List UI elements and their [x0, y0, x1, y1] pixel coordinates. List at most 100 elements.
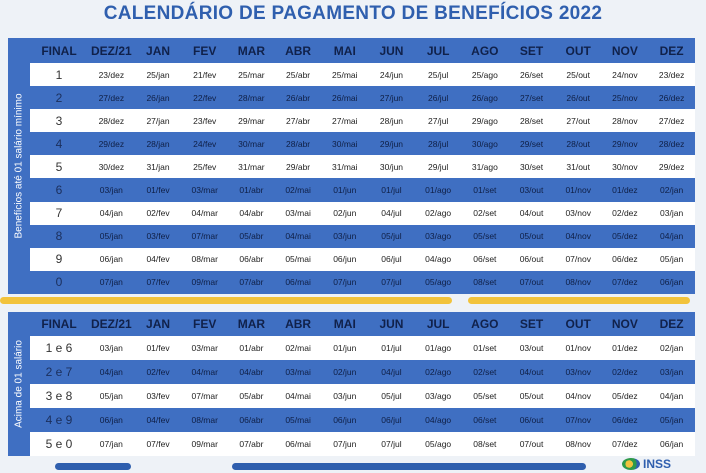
- table-row: 9 06/jan 04/fev 08/mar 06/abr 05/mai 06/jun 06/…: [30, 247, 695, 271]
- final-digit-cell: 2 e 7: [30, 360, 88, 384]
- payment-date-cell: 07/jul: [368, 432, 415, 456]
- payment-date-cell: 04/jan: [648, 224, 695, 248]
- payment-date-cell: 27/out: [554, 109, 602, 133]
- section-minimum-wage: Benefícios até 01 salário mínimo FINAL DE…: [8, 38, 695, 294]
- payment-date-cell: 03/nov: [554, 360, 602, 384]
- payment-date-cell: 06/jul: [368, 408, 415, 432]
- payment-date-cell: 04/abr: [228, 360, 275, 384]
- payment-date-cell: 03/jun: [321, 384, 369, 408]
- header-month: DEZ: [648, 38, 695, 63]
- payment-date-cell: 29/nov: [601, 132, 649, 156]
- payment-date-cell: 08/mar: [181, 247, 229, 271]
- header-month: JAN: [134, 38, 182, 63]
- payment-date-cell: 27/dez: [648, 109, 695, 133]
- table-row: 3 28/dez 27/jan 23/fev 29/mar 27/abr 27/mai 28/…: [30, 109, 695, 133]
- payment-date-cell: 06/mai: [274, 432, 322, 456]
- payment-date-cell: 02/jun: [321, 360, 369, 384]
- payment-date-cell: 04/out: [508, 360, 555, 384]
- table-row: 6 03/jan 01/fev 03/mar 01/abr 02/mai 01/jun 01/…: [30, 178, 695, 202]
- payment-date-cell: 03/mar: [181, 336, 229, 360]
- payment-date-cell: 29/jul: [414, 155, 462, 179]
- payment-date-cell: 09/mar: [181, 270, 229, 294]
- payment-date-cell: 02/dez: [601, 201, 649, 225]
- payment-date-cell: 27/mai: [321, 109, 369, 133]
- payment-date-cell: 31/ago: [461, 155, 509, 179]
- header-month: JUN: [368, 312, 415, 336]
- side-label-bar: Acima de 01 salário: [8, 312, 30, 456]
- payment-date-cell: 08/nov: [554, 270, 602, 294]
- payment-date-cell: 28/abr: [274, 132, 322, 156]
- header-month: DEZ/21: [88, 312, 135, 336]
- payment-date-cell: 01/jun: [321, 178, 369, 202]
- payment-date-cell: 02/ago: [414, 360, 462, 384]
- payment-date-cell: 07/dez: [601, 432, 649, 456]
- payment-date-cell: 08/mar: [181, 408, 229, 432]
- table-row: 5 30/dez 31/jan 25/fev 31/mar 29/abr 31/mai 30/…: [30, 155, 695, 179]
- payment-date-cell: 04/fev: [134, 408, 182, 432]
- payment-date-cell: 03/mai: [274, 201, 322, 225]
- payment-date-cell: 04/mar: [181, 360, 229, 384]
- payment-date-cell: 05/jan: [88, 384, 135, 408]
- payment-date-cell: 25/ago: [461, 63, 509, 87]
- payment-date-cell: 07/nov: [554, 408, 602, 432]
- table-row: 0 07/jan 07/fev 09/mar 07/abr 06/mai 07/jun 07/…: [30, 270, 695, 294]
- payment-date-cell: 05/out: [508, 224, 555, 248]
- payment-date-cell: 03/out: [508, 336, 555, 360]
- payment-date-cell: 24/nov: [601, 63, 649, 87]
- final-digit-cell: 4: [30, 132, 88, 156]
- payment-date-cell: 07/jul: [368, 270, 415, 294]
- payment-date-cell: 04/jul: [368, 360, 415, 384]
- payment-date-cell: 05/jan: [88, 224, 135, 248]
- payment-date-cell: 04/nov: [554, 384, 602, 408]
- payment-date-cell: 01/ago: [414, 336, 462, 360]
- final-digit-cell: 9: [30, 247, 88, 271]
- header-month: NOV: [601, 312, 649, 336]
- payment-date-cell: 03/out: [508, 178, 555, 202]
- payment-date-cell: 06/dez: [601, 408, 649, 432]
- payment-date-cell: 27/jul: [414, 109, 462, 133]
- payment-date-cell: 04/mai: [274, 224, 322, 248]
- payment-date-cell: 30/jun: [368, 155, 415, 179]
- side-label: Acima de 01 salário: [13, 340, 25, 428]
- payment-date-cell: 04/abr: [228, 201, 275, 225]
- payment-date-cell: 06/abr: [228, 408, 275, 432]
- payment-date-cell: 02/fev: [134, 201, 182, 225]
- payment-date-cell: 22/fev: [181, 86, 229, 110]
- payment-date-cell: 29/dez: [88, 132, 135, 156]
- payment-date-cell: 25/nov: [601, 86, 649, 110]
- payment-date-cell: 05/dez: [601, 384, 649, 408]
- payment-date-cell: 29/jun: [368, 132, 415, 156]
- payment-date-cell: 27/set: [508, 86, 555, 110]
- payment-date-cell: 30/mai: [321, 132, 369, 156]
- header-month: AGO: [461, 312, 509, 336]
- header-month: SET: [508, 312, 555, 336]
- payment-date-cell: 26/jul: [414, 86, 462, 110]
- payment-date-cell: 03/jan: [648, 360, 695, 384]
- inss-logo-icon: [622, 458, 640, 470]
- payment-date-cell: 25/jan: [134, 63, 182, 87]
- payment-date-cell: 25/out: [554, 63, 602, 87]
- logo-text: INSS: [643, 457, 672, 471]
- header-month: FEV: [181, 38, 229, 63]
- payment-date-cell: 31/jan: [134, 155, 182, 179]
- final-digit-cell: 5 e 0: [30, 432, 88, 456]
- payment-date-cell: 03/jan: [88, 178, 135, 202]
- header-final: FINAL: [30, 38, 88, 63]
- payment-date-cell: 26/jan: [134, 86, 182, 110]
- payment-date-cell: 04/mai: [274, 384, 322, 408]
- payment-date-cell: 05/ago: [414, 270, 462, 294]
- payment-date-cell: 04/mar: [181, 201, 229, 225]
- table-row: 4 29/dez 28/jan 24/fev 30/mar 28/abr 30/mai 29/…: [30, 132, 695, 156]
- payment-date-cell: 21/fev: [181, 63, 229, 87]
- table-row: 1 23/dez 25/jan 21/fev 25/mar 25/abr 25/mai 24/…: [30, 63, 695, 87]
- final-digit-cell: 1 e 6: [30, 336, 88, 360]
- payment-date-cell: 05/abr: [228, 384, 275, 408]
- payment-date-cell: 03/fev: [134, 384, 182, 408]
- payment-date-cell: 07/jan: [88, 270, 135, 294]
- payment-date-cell: 07/nov: [554, 247, 602, 271]
- payment-date-cell: 06/jan: [88, 408, 135, 432]
- payment-date-cell: 07/jun: [321, 432, 369, 456]
- payment-date-cell: 04/ago: [414, 408, 462, 432]
- header-month: OUT: [554, 312, 602, 336]
- payment-date-cell: 05/jul: [368, 384, 415, 408]
